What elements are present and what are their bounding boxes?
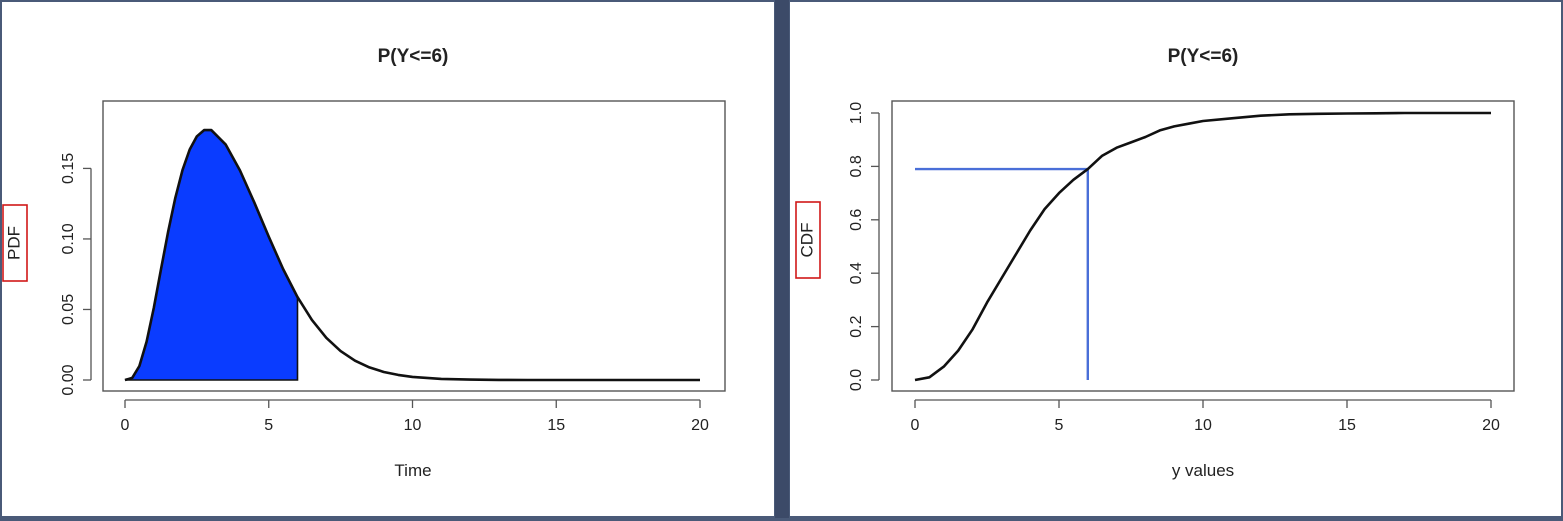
- cdf-chart-title: P(Y<=6): [1168, 46, 1239, 67]
- cdf-x-tick-label: 15: [1338, 417, 1356, 434]
- cdf-y-tick-label: 0.6: [848, 209, 865, 231]
- pdf-panel: 0 5 10 15 20 0.00 0.05 0.10 0.15 P(Y<=6) Time PDF: [2, 2, 774, 516]
- cdf-panel: 0 5 10 15 20 0.0 0.2 0.4 0.6 0.8 1.0 P(Y<=6) y value…: [790, 2, 1561, 516]
- pdf-x-tick-label: 10: [404, 417, 422, 434]
- cdf-y-tick-label: 1.0: [848, 102, 865, 124]
- pdf-chart-title: P(Y<=6): [378, 46, 449, 67]
- cdf-x-axis-label: y values: [1172, 461, 1234, 480]
- pdf-x-tick-label: 5: [264, 417, 273, 434]
- cdf-x-tick-label: 0: [911, 417, 920, 434]
- pdf-curve: [124, 128, 700, 382]
- pdf-ylabel-highlight-box: [2, 204, 28, 282]
- cdf-y-axis-label: CDF: [797, 223, 816, 258]
- pdf-x-tick-label: 0: [121, 417, 130, 434]
- cdf-x-tick-label: 10: [1194, 417, 1212, 434]
- pdf-x-tick-label: 20: [691, 417, 709, 434]
- cdf-x-tick-label: 5: [1055, 417, 1064, 434]
- cdf-chart: 0 5 10 15 20 0.0 0.2 0.4 0.6 0.8 1.0 P(Y<=6) y value…: [795, 46, 1515, 480]
- pdf-y-tick-label: 0.10: [60, 223, 77, 254]
- pdf-x-tick-label: 15: [547, 417, 565, 434]
- cdf-y-tick-label: 0.8: [848, 155, 865, 177]
- cdf-y-tick-label: 0.2: [848, 315, 865, 337]
- pdf-shaded-area: [124, 129, 299, 381]
- pdf-y-axis-label: PDF: [4, 226, 23, 260]
- cdf-curve: [914, 111, 1491, 382]
- pdf-x-axis-label: Time: [394, 461, 431, 480]
- cdf-y-tick-label: 0.4: [848, 262, 865, 284]
- pdf-y-tick-label: 0.00: [60, 364, 77, 395]
- pdf-chart: 0 5 10 15 20 0.00 0.05 0.10 0.15 P(Y<=6) Time PDF: [2, 46, 726, 480]
- cdf-y-tick-label: 0.0: [848, 369, 865, 391]
- panel-divider: [775, 0, 789, 518]
- cdf-ylabel-highlight-box: [795, 201, 821, 279]
- pdf-plot-frame: [102, 100, 726, 392]
- cdf-x-tick-label: 20: [1482, 417, 1500, 434]
- pdf-y-tick-label: 0.15: [60, 153, 77, 184]
- cdf-plot-frame: [891, 100, 1515, 392]
- pdf-y-tick-label: 0.05: [60, 294, 77, 325]
